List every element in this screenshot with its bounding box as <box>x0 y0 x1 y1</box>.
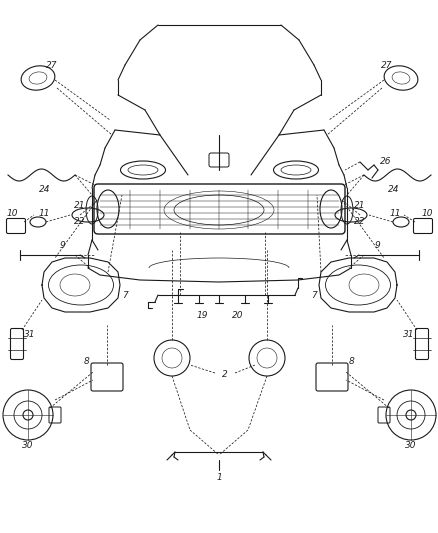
Text: 7: 7 <box>311 290 316 300</box>
Text: 9: 9 <box>59 240 65 249</box>
Text: 27: 27 <box>380 61 392 69</box>
Text: 21: 21 <box>353 200 365 209</box>
Text: 30: 30 <box>404 441 416 450</box>
Text: 24: 24 <box>39 185 51 195</box>
Text: 19: 19 <box>196 311 207 320</box>
Text: 2: 2 <box>222 370 227 379</box>
Text: 27: 27 <box>46 61 58 69</box>
Text: 7: 7 <box>122 290 127 300</box>
Text: 11: 11 <box>38 208 49 217</box>
Text: 1: 1 <box>215 473 221 482</box>
Text: 30: 30 <box>22 441 34 450</box>
Text: 8: 8 <box>84 358 90 367</box>
Text: 31: 31 <box>403 330 414 340</box>
Text: 11: 11 <box>389 208 400 217</box>
Text: 22: 22 <box>74 217 85 227</box>
Text: 24: 24 <box>387 185 399 195</box>
Text: 8: 8 <box>348 358 354 367</box>
Text: 26: 26 <box>379 157 391 166</box>
Text: 22: 22 <box>353 217 365 227</box>
Text: 10: 10 <box>6 208 18 217</box>
Text: 21: 21 <box>74 200 85 209</box>
Text: 20: 20 <box>232 311 243 320</box>
Text: 10: 10 <box>420 208 432 217</box>
Text: 31: 31 <box>24 330 35 340</box>
Text: 9: 9 <box>373 240 379 249</box>
